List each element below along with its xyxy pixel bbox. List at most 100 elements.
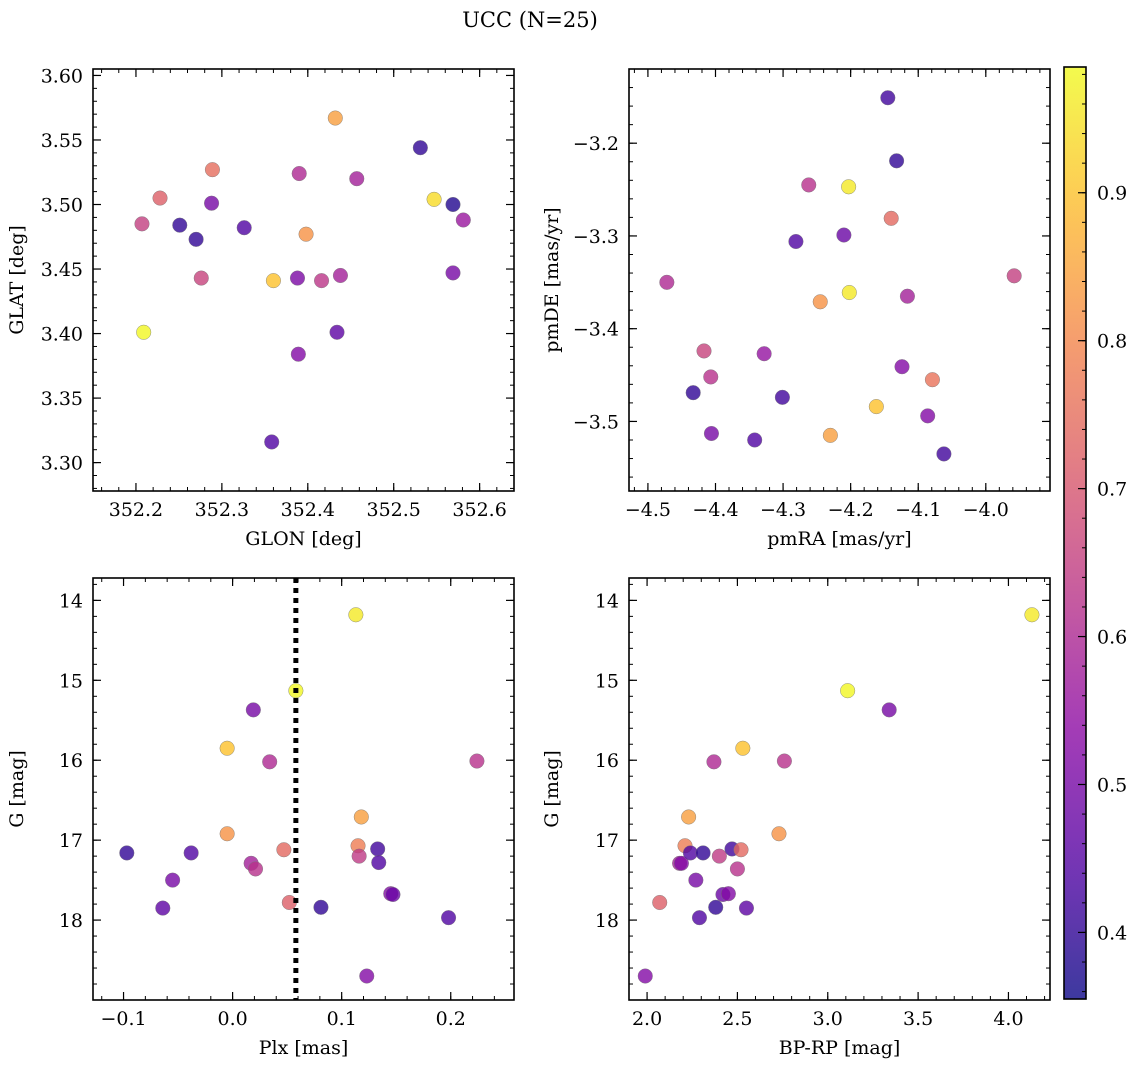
panel-Plx-G: −0.1 0.0 0.1 0.2 14 15 16 17 18 Plx [mas] G [mag] bbox=[6, 577, 515, 1059]
scatter-point bbox=[673, 855, 689, 871]
x-tick-label: −0.1 bbox=[100, 1008, 146, 1030]
x-tick-label: 4.0 bbox=[993, 1008, 1023, 1030]
scatter-point bbox=[899, 288, 915, 304]
x-tick-label: 0.2 bbox=[436, 1008, 466, 1030]
y-axis-label: G [mag] bbox=[541, 750, 563, 828]
y-tick-label: 14 bbox=[59, 590, 83, 612]
scatter-point bbox=[889, 153, 905, 169]
y-tick-label: 16 bbox=[595, 750, 619, 772]
y-tick-label: −3.3 bbox=[573, 226, 619, 248]
scatter-point bbox=[348, 607, 364, 623]
scatter-point bbox=[788, 233, 804, 250]
y-tick-label: 3.35 bbox=[41, 388, 83, 410]
scatter-point bbox=[370, 841, 386, 857]
scatter-point bbox=[894, 359, 910, 375]
scatter-point bbox=[735, 740, 751, 756]
scatter-point bbox=[298, 226, 314, 242]
colorbar-tick-label: 0.8 bbox=[1097, 331, 1127, 353]
y-tick-label: 17 bbox=[595, 830, 619, 852]
y-tick-label: 18 bbox=[59, 910, 83, 932]
y-tick-label: 3.60 bbox=[41, 65, 83, 87]
x-tick-label: −4.4 bbox=[692, 499, 738, 521]
scatter-point bbox=[1024, 607, 1040, 623]
scatter-point bbox=[822, 427, 838, 443]
scatter-point bbox=[329, 324, 345, 340]
x-tick-label: 352.2 bbox=[109, 499, 163, 521]
y-tick-label: −3.5 bbox=[573, 411, 619, 433]
scatter-point bbox=[733, 842, 749, 858]
colorbar-tick-label: 0.4 bbox=[1097, 922, 1127, 944]
scatter-point bbox=[445, 265, 461, 281]
y-tick-label: −3.2 bbox=[573, 133, 619, 155]
scatter-point bbox=[920, 408, 936, 424]
colorbar-tick-label: 0.5 bbox=[1097, 774, 1127, 796]
axes-frame bbox=[92, 577, 515, 1001]
x-tick-label: −4.5 bbox=[625, 499, 671, 521]
scatter-point bbox=[455, 212, 471, 228]
scatter-point bbox=[738, 900, 754, 916]
scatter-point bbox=[136, 324, 152, 340]
x-tick-label: 2.0 bbox=[632, 1008, 662, 1030]
y-axis-label: GLAT [deg] bbox=[6, 225, 28, 335]
colorbar: 0.4 0.5 0.6 0.7 0.8 0.9 bbox=[1063, 66, 1127, 1000]
scatter-point bbox=[924, 372, 940, 388]
scatter-point bbox=[469, 753, 485, 769]
scatter-point bbox=[883, 210, 899, 226]
colorbar-tick-label: 0.6 bbox=[1097, 627, 1127, 649]
x-tick-label: 2.5 bbox=[722, 1008, 752, 1030]
scatter-point bbox=[703, 425, 719, 442]
y-axis-label: G [mag] bbox=[6, 750, 28, 828]
scatter-point bbox=[685, 385, 701, 401]
y-tick-label: 3.55 bbox=[41, 130, 83, 152]
scatter-point bbox=[193, 270, 209, 286]
x-tick-label: −4.0 bbox=[963, 499, 1009, 521]
scatter-point bbox=[385, 886, 401, 903]
scatter-point bbox=[289, 270, 306, 286]
x-tick-label: −4.2 bbox=[828, 499, 874, 521]
scatter-point bbox=[681, 809, 697, 825]
y-tick-label: 18 bbox=[595, 910, 619, 932]
scatter-point bbox=[776, 753, 792, 769]
scatter-point bbox=[155, 900, 171, 916]
scatter-point bbox=[183, 845, 199, 861]
axes-frame bbox=[92, 68, 515, 492]
scatter-point bbox=[426, 191, 442, 207]
scatter-point bbox=[264, 434, 280, 450]
scatter-point bbox=[327, 110, 343, 126]
scatter-point bbox=[349, 171, 365, 187]
scatter-point bbox=[840, 683, 856, 699]
scatter-point bbox=[1006, 268, 1022, 284]
x-tick-label: −4.3 bbox=[760, 499, 806, 521]
scatter-point bbox=[236, 220, 252, 236]
scatter-point bbox=[247, 861, 264, 877]
y-tick-label: 3.30 bbox=[41, 453, 83, 475]
scatter-point bbox=[219, 740, 235, 756]
x-tick-label: 352.6 bbox=[452, 499, 506, 521]
scatter-point bbox=[313, 273, 330, 289]
scatter-point bbox=[371, 854, 387, 871]
scatter-point bbox=[936, 446, 952, 462]
scatter-point bbox=[204, 195, 220, 211]
axes-frame bbox=[628, 68, 1051, 492]
scatter-point bbox=[801, 177, 817, 193]
scatter-point bbox=[165, 872, 181, 888]
x-tick-label: 352.4 bbox=[281, 499, 335, 521]
y-tick-label: 3.50 bbox=[41, 195, 83, 217]
scatter-point bbox=[703, 369, 719, 385]
scatter-point bbox=[706, 754, 722, 770]
y-axis-label: pmDE [mas/yr] bbox=[541, 207, 563, 352]
scatter-point bbox=[313, 899, 329, 915]
scatter-point bbox=[696, 343, 712, 359]
x-axis-label: Plx [mas] bbox=[259, 1037, 349, 1059]
scatter-point bbox=[172, 217, 188, 233]
scatter-point bbox=[774, 389, 790, 405]
scatter-point bbox=[412, 140, 428, 156]
scatter-point bbox=[720, 886, 736, 902]
scatter-point bbox=[881, 702, 897, 718]
scatter-point bbox=[152, 190, 168, 206]
x-tick-label: 3.5 bbox=[903, 1008, 933, 1030]
scatter-point bbox=[756, 346, 772, 362]
scatter-point bbox=[262, 754, 278, 770]
scatter-point bbox=[771, 826, 787, 842]
y-tick-label: 14 bbox=[595, 590, 619, 612]
